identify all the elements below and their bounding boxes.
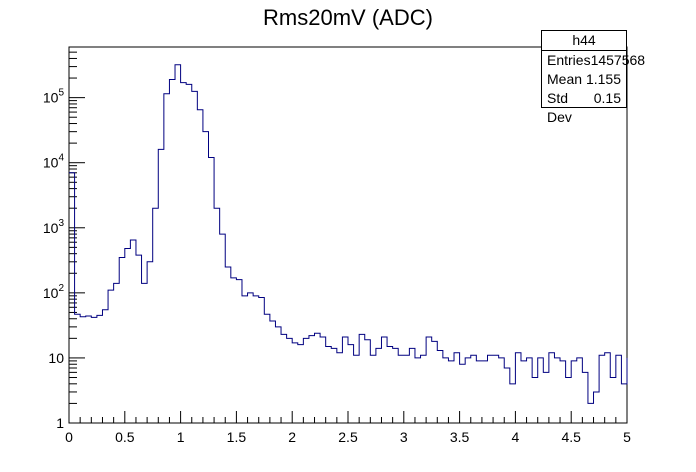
stats-value-mean: 1.155 bbox=[585, 71, 621, 87]
y-tick-label: 102 bbox=[43, 283, 65, 301]
x-tick-label: 5 bbox=[623, 429, 631, 445]
x-tick-label: 1 bbox=[177, 429, 185, 445]
x-tick-label: 0 bbox=[65, 429, 73, 445]
x-tick-label: 2.5 bbox=[338, 429, 358, 445]
x-tick-label: 2 bbox=[288, 429, 296, 445]
x-tick-label: 3.5 bbox=[450, 429, 470, 445]
stats-row-entries: Entries 1457568 bbox=[542, 51, 645, 70]
y-axis: 1 10 102 103 104 105 bbox=[43, 46, 85, 431]
x-tick-label: 4 bbox=[512, 429, 520, 445]
stats-label-stddev: Std Dev bbox=[547, 90, 572, 125]
stats-value-stddev: 0.15 bbox=[593, 90, 621, 106]
stats-value-entries: 1457568 bbox=[590, 52, 646, 68]
stats-title: h44 bbox=[542, 31, 626, 51]
stats-label-entries: Entries bbox=[547, 52, 591, 68]
x-axis: 0 0.5 1 1.5 2 2.5 3 3.5 4 4.5 5 bbox=[65, 411, 631, 445]
x-tick-label: 4.5 bbox=[561, 429, 581, 445]
x-tick-label: 1.5 bbox=[227, 429, 247, 445]
y-tick-label: 105 bbox=[43, 88, 65, 106]
stats-row-stddev: Std Dev 0.15 bbox=[542, 89, 626, 125]
chart-title: Rms20mV (ADC) bbox=[263, 5, 433, 30]
stats-label-mean: Mean bbox=[547, 71, 583, 87]
stats-row-mean: Mean 1.155 bbox=[542, 70, 626, 89]
y-tick-label: 1 bbox=[56, 415, 64, 431]
histogram-line bbox=[69, 64, 628, 404]
y-tick-label: 10 bbox=[48, 350, 64, 366]
y-tick-label: 104 bbox=[43, 153, 65, 171]
y-tick-label: 103 bbox=[43, 218, 65, 236]
x-tick-label: 0.5 bbox=[115, 429, 135, 445]
x-tick-label: 3 bbox=[400, 429, 408, 445]
stats-box: h44 Entries 1457568 Mean 1.155 Std Dev 0… bbox=[541, 30, 645, 125]
